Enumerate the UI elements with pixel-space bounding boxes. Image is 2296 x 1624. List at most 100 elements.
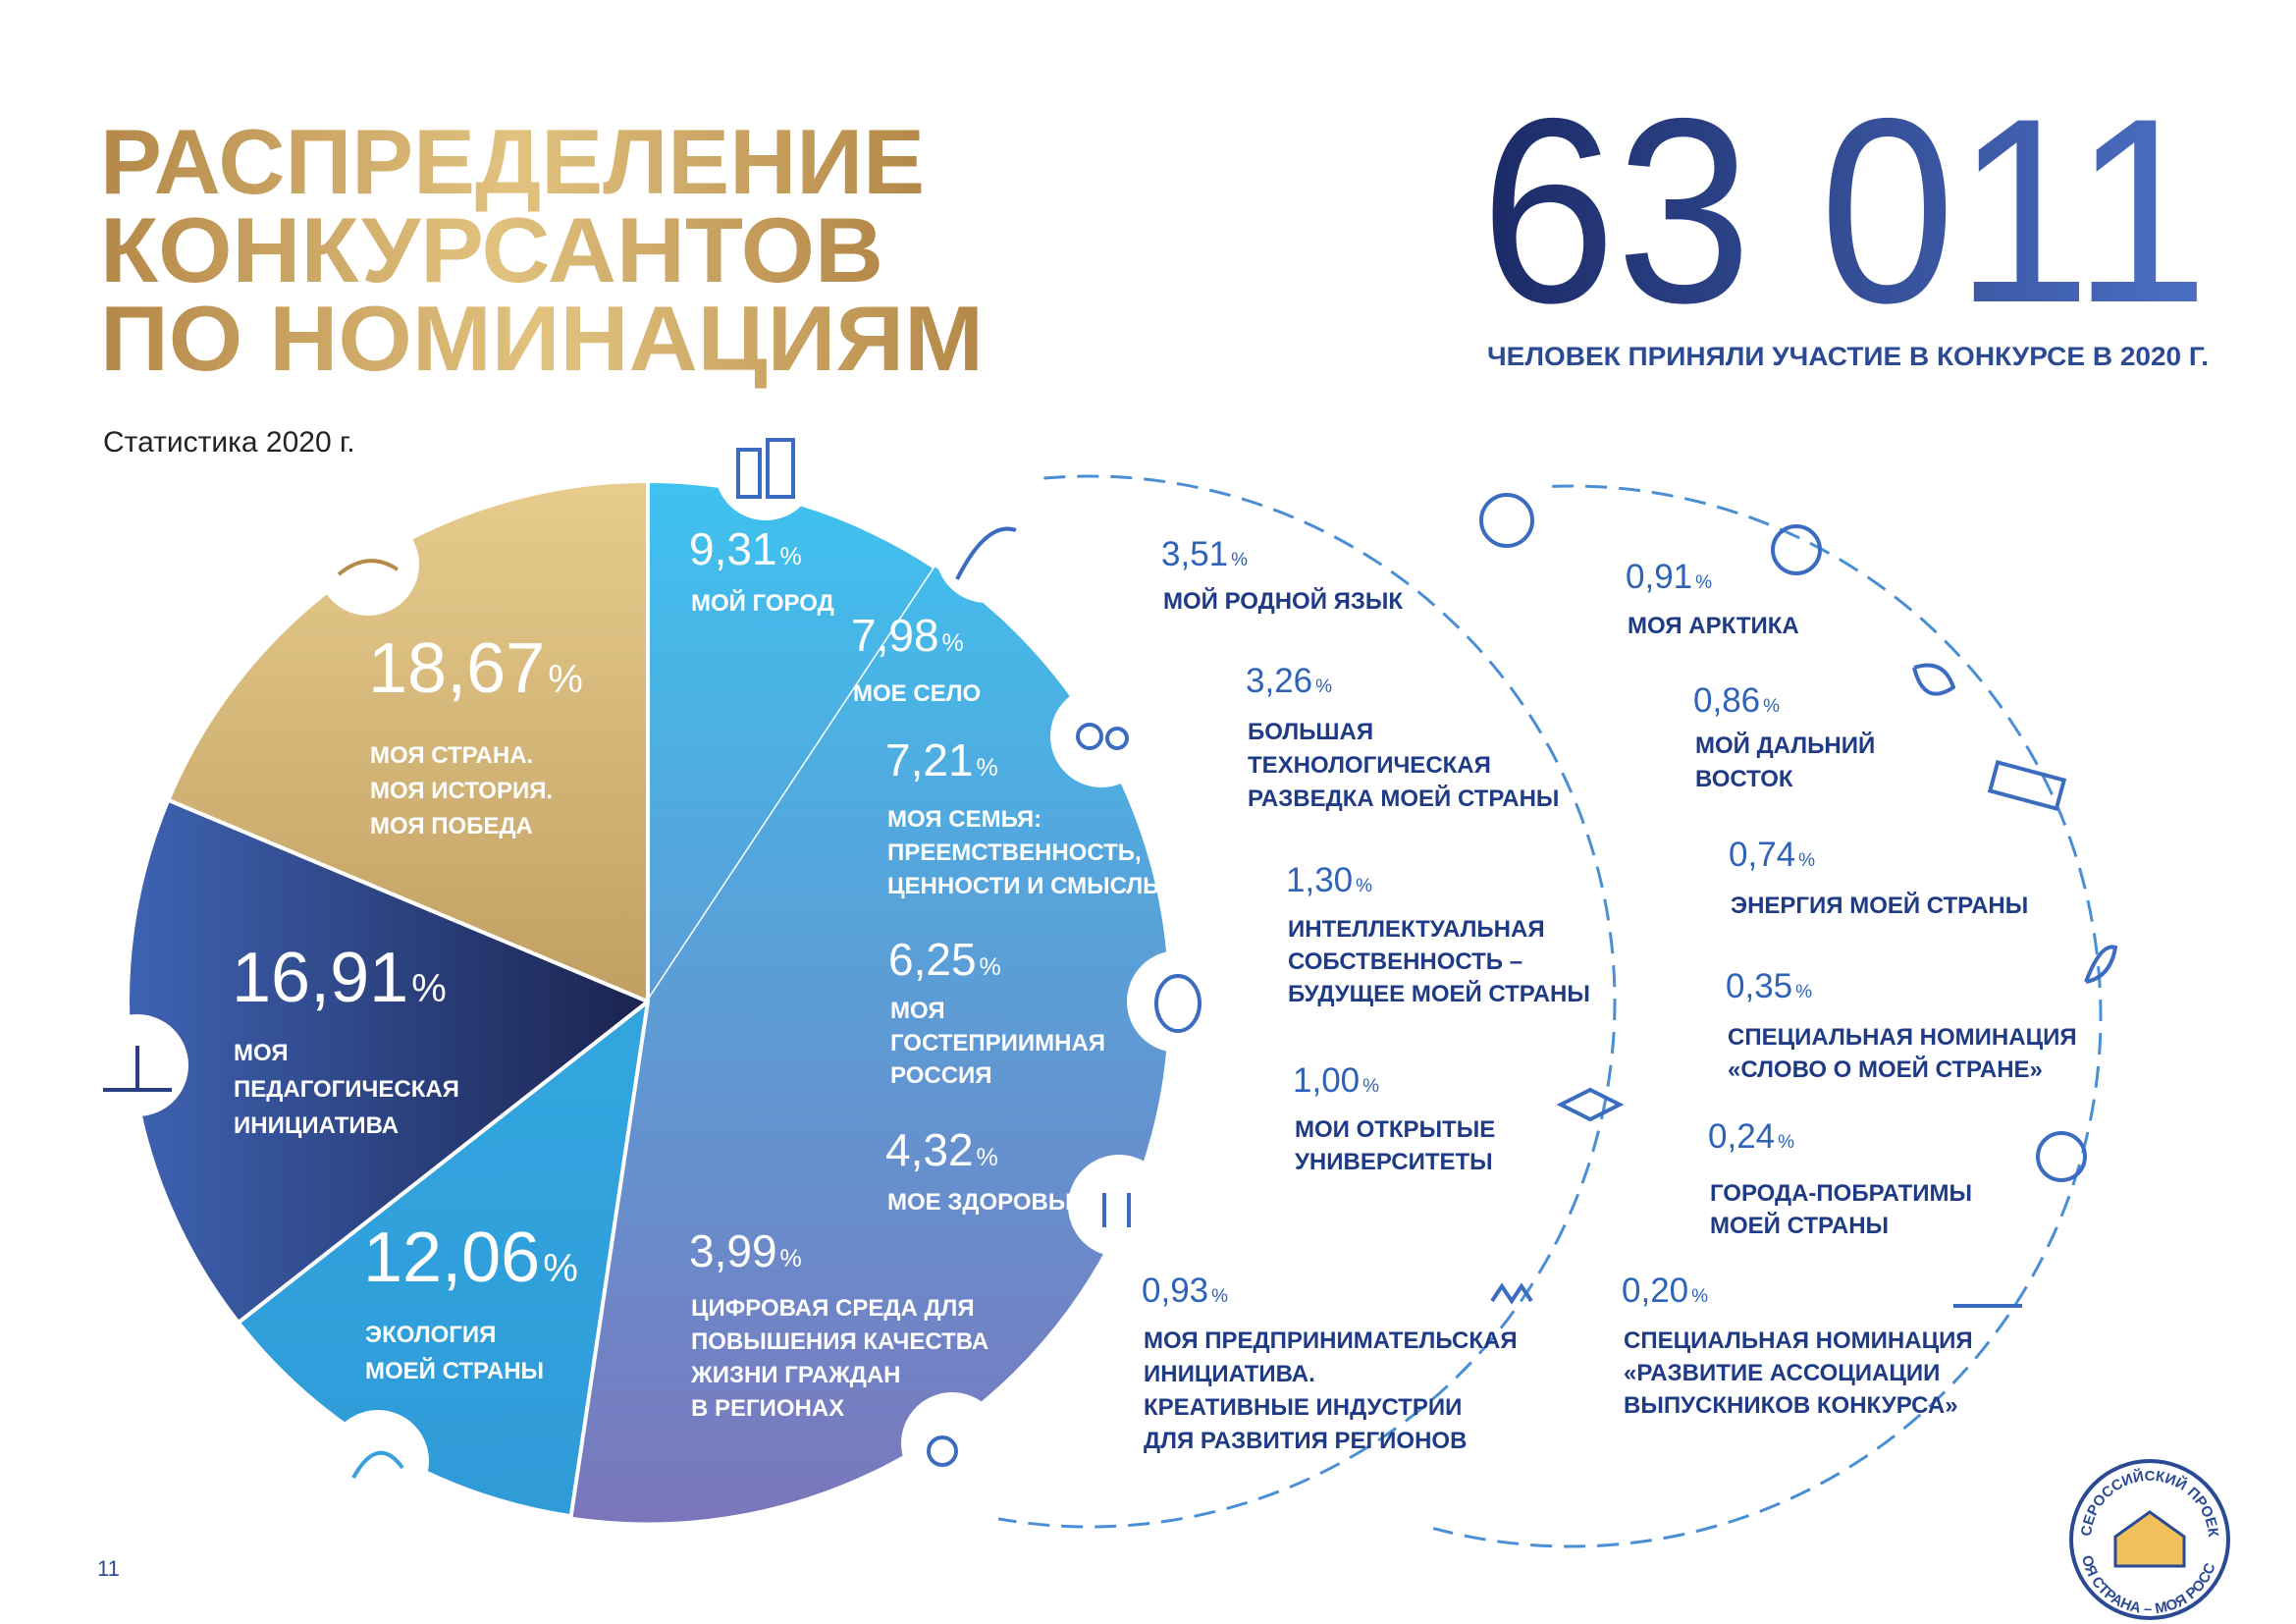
category-label: ЭНЕРГИЯ МОЕЙ СТРАНЫ	[1731, 892, 2028, 919]
value-label: 3,99	[689, 1225, 777, 1276]
value-label: 0,91	[1626, 558, 1692, 596]
icon	[337, 559, 400, 576]
unit-label: %	[1315, 677, 1332, 697]
slice-label: 12,06 % ЭКОЛОГИЯ МОЕЙ СТРАНЫ	[363, 1218, 578, 1384]
icon	[955, 526, 1017, 580]
icon	[736, 448, 762, 499]
category-label: В РЕГИОНАХ	[691, 1395, 844, 1422]
title-line: КОНКУРСАНТОВ	[100, 198, 883, 301]
unit-label: %	[1778, 1132, 1794, 1153]
value-label: 1,30	[1286, 861, 1353, 899]
value-label: 16,91	[232, 939, 408, 1017]
value-label: 0,24	[1708, 1117, 1775, 1156]
category-label: МОИ ОТКРЫТЫЕ	[1295, 1116, 1495, 1143]
slice-label: 6,25 % МОЯ ГОСТЕПРИИМНАЯ РОССИЯ	[888, 934, 1105, 1089]
slice-label: 3,26 % БОЛЬШАЯ ТЕХНОЛОГИЧЕСКАЯ РАЗВЕДКА МОЕЙ…	[1246, 662, 1559, 812]
category-label: ГОРОДА-ПОБРАТИМЫ	[1710, 1180, 1972, 1207]
icon	[1490, 1282, 1533, 1305]
slice-label: 7,21 % МОЯ СЕМЬЯ: ПРЕЕМСТВЕННОСТЬ, ЦЕННОСТИ …	[885, 734, 1166, 899]
unit-label: %	[1362, 1076, 1379, 1097]
slice-label: 0,20 % СПЕЦИАЛЬНАЯ НОМИНАЦИЯ «РАЗВИТИЕ АССО…	[1622, 1272, 1973, 1419]
category-label: ИНТЕЛЛЕКТУАЛЬНАЯ	[1288, 916, 1545, 943]
value-label: 0,86	[1693, 681, 1760, 720]
category-label: СПЕЦИАЛЬНАЯ НОМИНАЦИЯ	[1624, 1327, 1973, 1354]
icon	[351, 1450, 404, 1479]
slice-label: 3,51 % МОЙ РОДНОЙ ЯЗЫК	[1161, 535, 1403, 615]
category-label: «СЛОВО О МОЕЙ СТРАНЕ»	[1728, 1056, 2043, 1083]
category-label: МОЯ ПРЕДПРИНИМАТЕЛЬСКАЯ	[1144, 1327, 1518, 1354]
value-label: 3,26	[1246, 662, 1312, 700]
category-label: ТЕХНОЛОГИЧЕСКАЯ	[1248, 752, 1491, 779]
category-label: МОЕ ЗДОРОВЬЕ	[887, 1189, 1081, 1216]
unit-label: %	[548, 658, 583, 701]
unit-label: %	[942, 629, 964, 657]
icon	[1479, 493, 1534, 548]
category-label: МОЙ РОДНОЙ ЯЗЫК	[1163, 587, 1403, 615]
category-label: ЦИФРОВАЯ СРЕДА ДЛЯ	[691, 1295, 975, 1322]
unit-label: %	[1356, 876, 1372, 896]
dashed-arcs	[997, 474, 2103, 1548]
icon-badge	[317, 514, 419, 616]
page-number: 11	[97, 1556, 120, 1581]
value-label: 1,00	[1293, 1061, 1360, 1100]
unit-label: %	[1763, 696, 1780, 717]
icon	[1154, 974, 1201, 1033]
category-label: «РАЗВИТИЕ АССОЦИАЦИИ	[1624, 1360, 1940, 1386]
slice-label: 16,91 % МОЯ ПЕДАГОГИЧЕСКАЯ ИНИЦИАТИВА	[232, 939, 459, 1139]
unit-label: %	[1211, 1286, 1228, 1307]
logo-house	[2113, 1510, 2186, 1568]
icon	[2036, 1131, 2087, 1182]
category-label: ВОСТОК	[1695, 766, 1793, 792]
unit-label: %	[1798, 850, 1815, 871]
icon	[103, 1046, 172, 1092]
icon-badge	[1068, 1155, 1170, 1257]
unit-label: %	[1691, 1286, 1708, 1307]
category-label: РАЗВЕДКА МОЕЙ СТРАНЫ	[1248, 785, 1559, 812]
unit-label: %	[1231, 550, 1248, 570]
unit-label: %	[780, 543, 802, 570]
category-label: ИНИЦИАТИВА.	[1144, 1361, 1315, 1387]
category-label: МОЙ ГОРОД	[691, 589, 834, 617]
icon	[1102, 1193, 1131, 1227]
category-label: ПРЕЕМСТВЕННОСТЬ,	[887, 839, 1142, 866]
value-label: 6,25	[888, 934, 977, 985]
slice-label: 3,99 % ЦИФРОВАЯ СРЕДА ДЛЯ ПОВЫШЕНИЯ КАЧЕСТВ…	[689, 1225, 988, 1422]
slice-label: 0,24 % ГОРОДА-ПОБРАТИМЫ МОЕЙ СТРАНЫ	[1708, 1117, 1972, 1239]
category-label: МОЕЙ СТРАНЫ	[1710, 1212, 1889, 1239]
unit-label: %	[1795, 982, 1812, 1002]
value-label: 3,51	[1161, 535, 1228, 573]
category-label: РОССИЯ	[890, 1062, 992, 1089]
slice-label: 0,74 % ЭНЕРГИЯ МОЕЙ СТРАНЫ	[1729, 836, 2028, 919]
value-label: 0,20	[1622, 1272, 1688, 1310]
category-label: МОЯ	[890, 998, 945, 1024]
value-label: 12,06	[363, 1218, 540, 1297]
category-label: ЭКОЛОГИЯ	[365, 1322, 496, 1348]
icon-badge	[327, 1410, 429, 1512]
icons	[103, 438, 2118, 1479]
icon	[766, 438, 795, 499]
icon	[1076, 723, 1103, 750]
icon	[1105, 727, 1129, 750]
title-line: РАСПРЕДЕЛЕНИЕ	[100, 110, 925, 213]
category-label: СПЕЦИАЛЬНАЯ НОМИНАЦИЯ	[1728, 1024, 2077, 1051]
category-label: МОЕ СЕЛО	[853, 680, 981, 707]
category-label: МОЯ ПОБЕДА	[370, 813, 533, 839]
title-line: ПО НОМИНАЦИЯМ	[100, 287, 984, 390]
unit-label: %	[780, 1245, 802, 1272]
value-label: 18,67	[368, 629, 545, 708]
icon	[1912, 663, 1956, 696]
category-label: ПОВЫШЕНИЯ КАЧЕСТВА	[691, 1328, 988, 1355]
value-label: 9,31	[689, 523, 777, 574]
unit-label: %	[980, 953, 1001, 981]
category-label: ВЫПУСКНИКОВ КОНКУРСА»	[1624, 1392, 1958, 1419]
category-label: ИНИЦИАТИВА	[234, 1112, 399, 1139]
slice-label: 9,31 % МОЙ ГОРОД	[689, 523, 834, 617]
icon	[1556, 1087, 1625, 1122]
category-label: МОЯ СТРАНА.	[370, 742, 533, 769]
total-number: 63 011	[1480, 63, 2209, 357]
value-label: 7,98	[851, 610, 939, 661]
category-label: МОЯ	[234, 1040, 289, 1066]
slice-label: 18,67 % МОЯ СТРАНА. МОЯ ИСТОРИЯ. МОЯ ПОБЕДА	[368, 629, 583, 839]
